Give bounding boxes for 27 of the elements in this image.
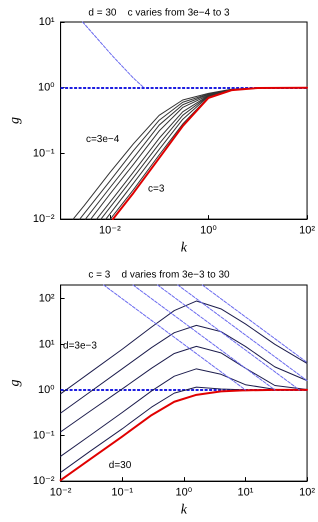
x-axis-title: k [180, 240, 188, 256]
x-tick-label: 10² [299, 224, 316, 237]
y-tick-label: 10⁻² [32, 475, 55, 488]
y-axis-title: g [8, 380, 22, 387]
y-tick-label: 10¹ [38, 338, 55, 350]
x-tick-label: 10⁻¹ [111, 486, 134, 499]
y-tick-label: 10⁻¹ [32, 430, 55, 442]
annotation: d=3e−3 [63, 340, 98, 352]
x-tick-label: 10⁻² [99, 224, 122, 237]
annotation: c=3e−4 [86, 134, 120, 145]
x-tick-label: 10¹ [237, 486, 254, 499]
annotation: d=30 [108, 460, 132, 472]
x-tick-label: 10⁻² [50, 486, 72, 499]
annotation: c=3 [148, 183, 165, 194]
y-tick-label: 10² [38, 292, 55, 305]
y-tick-label: 10⁰ [38, 384, 56, 396]
x-axis-title: k [180, 502, 188, 518]
y-tick-label: 10⁰ [38, 82, 56, 94]
y-tick-label: 10⁻¹ [32, 147, 55, 160]
x-tick-label: 10² [299, 486, 316, 499]
y-tick-label: 10¹ [38, 16, 55, 28]
chart-title: c = 3 d varies from 3e−3 to 30 [88, 270, 230, 280]
y-tick-label: 10⁻² [32, 213, 55, 226]
chart-title: d = 30 c varies from 3e−4 to 3 [88, 8, 230, 18]
x-tick-label: 10⁰ [176, 486, 193, 499]
x-tick-label: 10⁰ [200, 224, 218, 237]
y-axis-title: g [8, 117, 22, 124]
